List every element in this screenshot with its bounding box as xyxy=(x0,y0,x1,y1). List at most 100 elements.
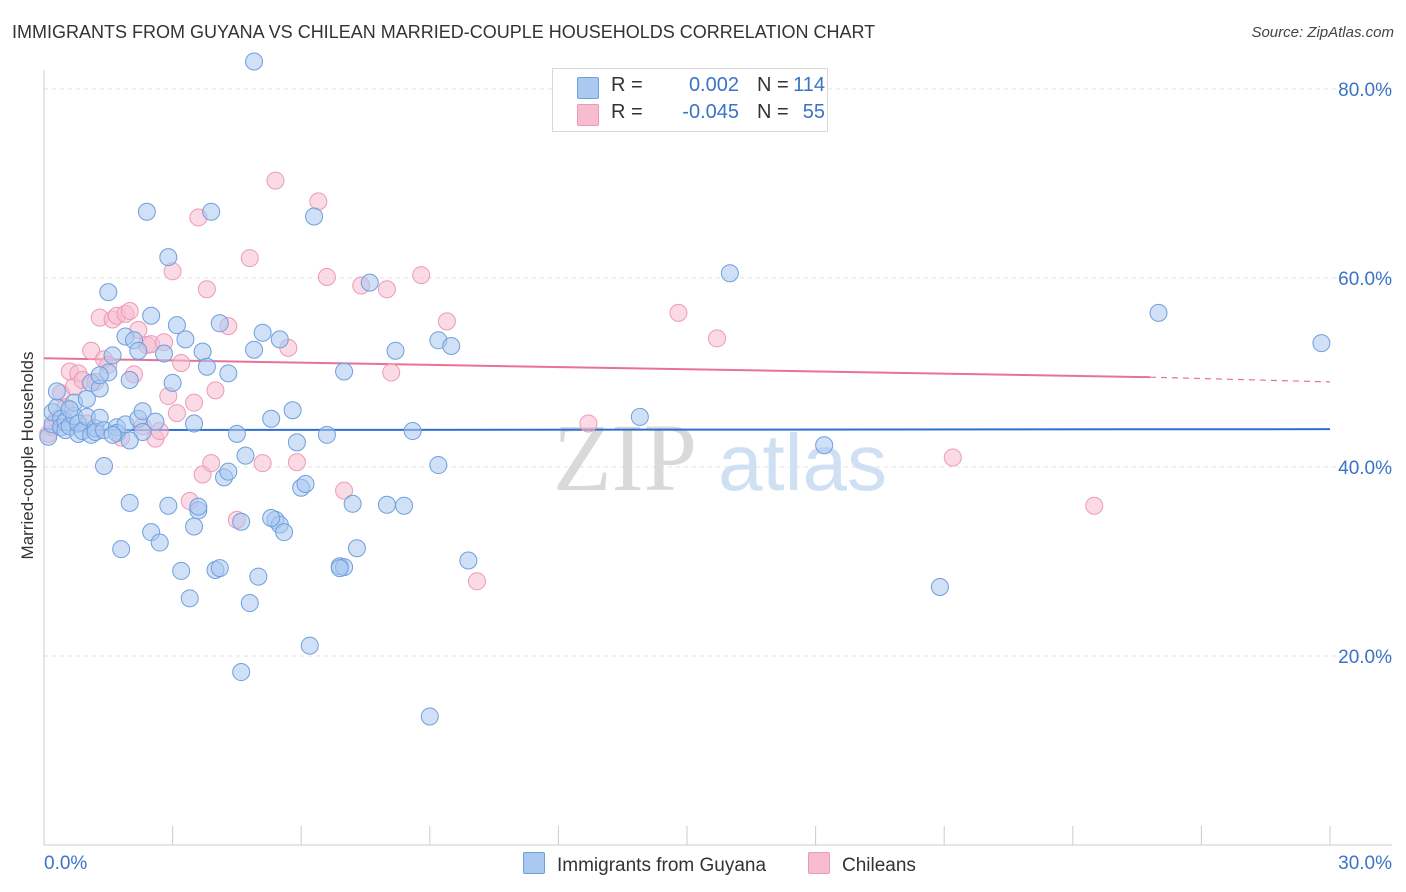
gridlines xyxy=(44,88,1392,657)
guyana-point xyxy=(347,539,366,558)
n-value: 114 xyxy=(793,74,825,96)
guyana-point xyxy=(172,561,191,580)
guyana-point xyxy=(112,540,131,559)
r-value: -0.045 xyxy=(682,101,739,123)
guyana-point xyxy=(189,497,208,516)
chileans-point xyxy=(335,481,354,500)
r-label: R = xyxy=(611,101,643,123)
chileans-point xyxy=(1085,496,1104,515)
guyana-point xyxy=(283,401,302,420)
guyana-point xyxy=(163,373,182,392)
chileans-point xyxy=(412,266,431,285)
guyana-point xyxy=(197,357,216,376)
guyana-point xyxy=(210,314,229,333)
guyana-points xyxy=(39,52,1331,726)
guyana-point xyxy=(180,589,199,608)
chileans-point xyxy=(382,363,401,382)
chileans-swatch xyxy=(577,104,599,126)
guyana-point xyxy=(459,551,478,570)
guyana-point xyxy=(210,559,229,578)
chileans-point xyxy=(579,414,598,433)
guyana-point xyxy=(296,474,315,493)
chileans-point xyxy=(172,353,191,372)
chileans-point xyxy=(317,267,336,286)
guyana-point xyxy=(343,494,362,513)
chileans-points xyxy=(39,171,1104,591)
guyana-point xyxy=(120,371,139,389)
guyana-point xyxy=(1149,303,1168,322)
chileans-point xyxy=(253,454,272,473)
guyana-point xyxy=(142,306,161,325)
x-tick-label: 30.0% xyxy=(1338,853,1392,874)
guyana-point xyxy=(159,496,178,515)
guyana-point xyxy=(275,523,294,542)
n-label: N = xyxy=(757,74,789,96)
guyana-point xyxy=(103,346,122,365)
axes xyxy=(43,70,1392,846)
guyana-point xyxy=(60,400,79,419)
chileans-point xyxy=(669,303,688,322)
guyana-point xyxy=(232,512,251,531)
chileans-point xyxy=(266,171,285,190)
guyana-point xyxy=(420,707,439,726)
guyana-point xyxy=(167,316,186,335)
source-label: Source: ZipAtlas.com xyxy=(1251,24,1394,41)
guyana-point xyxy=(429,456,448,475)
chart-title: IMMIGRANTS FROM GUYANA VS CHILEAN MARRIE… xyxy=(12,22,876,42)
guyana-point xyxy=(386,341,405,360)
n-label: N = xyxy=(757,101,789,123)
chileans-legend-swatch xyxy=(808,852,830,874)
chileans-point xyxy=(437,312,456,331)
guyana-point xyxy=(137,202,156,221)
chileans-point xyxy=(287,453,306,472)
y-tick-label: 80.0% xyxy=(1338,80,1392,101)
chileans-trend-extension xyxy=(1149,376,1331,383)
guyana-point xyxy=(262,409,281,428)
guyana-point xyxy=(236,446,255,465)
guyana-point xyxy=(133,422,152,441)
guyana-legend-label: Immigrants from Guyana xyxy=(557,855,767,876)
guyana-point xyxy=(270,330,289,349)
y-tick-label: 40.0% xyxy=(1338,458,1392,479)
guyana-point xyxy=(185,517,204,536)
guyana-point xyxy=(129,341,148,360)
guyana-point xyxy=(300,636,319,655)
guyana-point xyxy=(245,340,264,359)
guyana-point xyxy=(103,425,122,444)
x-tick-label: 0.0% xyxy=(44,853,87,874)
legend-item-chileans[interactable]: Chileans xyxy=(808,852,916,877)
legend-item-guyana[interactable]: Immigrants from Guyana xyxy=(523,852,766,877)
r-value: 0.002 xyxy=(688,74,739,96)
stats-legend: R = 0.002 N = 114 R = -0.045 N = 55 xyxy=(552,68,828,132)
guyana-point xyxy=(1312,334,1331,353)
chileans-legend-label: Chileans xyxy=(842,855,916,876)
chileans-point xyxy=(708,329,727,348)
guyana-point xyxy=(99,283,118,302)
guyana-point xyxy=(90,366,109,385)
guyana-trend-line xyxy=(43,428,1331,432)
guyana-point xyxy=(120,493,139,512)
guyana-point xyxy=(227,424,246,443)
guyana-point xyxy=(403,422,422,441)
x-tick-labels: 0.0% 30.0% xyxy=(44,853,1392,874)
guyana-point xyxy=(176,330,195,349)
chileans-point xyxy=(185,393,204,412)
r-label: R = xyxy=(611,74,643,96)
guyana-point xyxy=(47,382,66,401)
watermark-atlas: atlas xyxy=(718,418,887,507)
n-value: 55 xyxy=(802,101,825,123)
guyana-point xyxy=(95,457,114,476)
guyana-point xyxy=(150,533,169,552)
guyana-point xyxy=(193,342,212,361)
chileans-point xyxy=(197,280,216,299)
watermark-zip: ZIP xyxy=(553,404,697,511)
chileans-point xyxy=(82,341,101,360)
guyana-point xyxy=(335,362,354,381)
chileans-point xyxy=(120,302,139,321)
chileans-point xyxy=(167,404,186,423)
guyana-point xyxy=(120,431,139,450)
guyana-point xyxy=(317,425,336,444)
guyana-point xyxy=(262,508,281,527)
guyana-point xyxy=(185,414,204,433)
guyana-point xyxy=(219,364,238,383)
